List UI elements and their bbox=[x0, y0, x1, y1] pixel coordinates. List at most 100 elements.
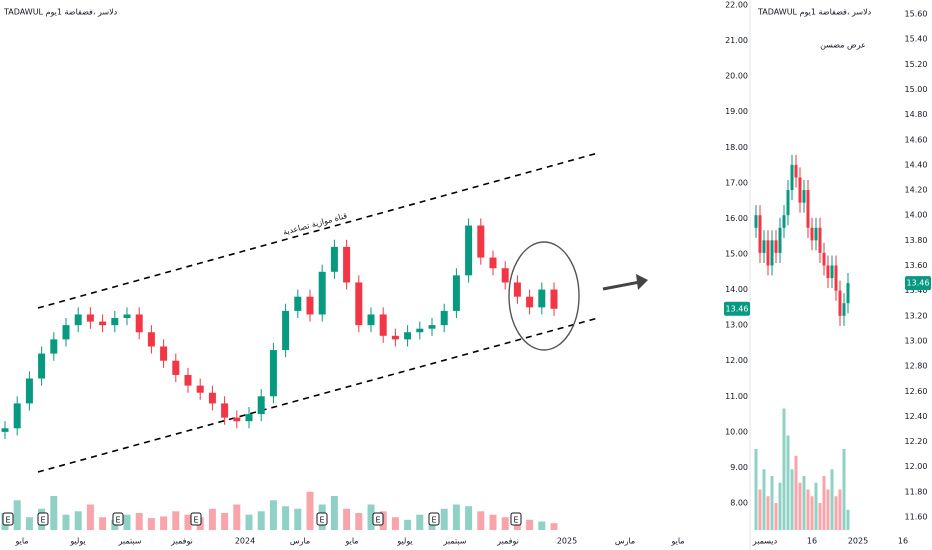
x-tick-label: نوفمبر bbox=[170, 537, 193, 546]
y-tick-label: 12.20 bbox=[905, 437, 928, 446]
volume-bar bbox=[86, 504, 94, 530]
y-tick-label: 15.20 bbox=[905, 60, 928, 69]
candle-body bbox=[806, 190, 810, 228]
y-tick-label: 14.00 bbox=[905, 211, 928, 220]
price-tag bbox=[905, 276, 931, 291]
y-tick-label: 11.80 bbox=[905, 487, 928, 496]
y-tick-label: 14.80 bbox=[905, 110, 928, 119]
volume-bar bbox=[245, 514, 253, 530]
volume-bar bbox=[135, 513, 143, 530]
candle-body bbox=[25, 378, 33, 404]
volume-bar bbox=[782, 408, 786, 530]
candle-body bbox=[830, 265, 834, 279]
candle-body bbox=[526, 296, 534, 308]
y-tick-label: 14.00 bbox=[725, 285, 748, 294]
earnings-label: E bbox=[319, 516, 324, 525]
volume-bar bbox=[282, 506, 290, 530]
candle-body bbox=[111, 318, 119, 326]
candle-body bbox=[343, 246, 351, 283]
volume-bar bbox=[269, 500, 277, 530]
volume-bar bbox=[404, 519, 412, 530]
candle-body bbox=[465, 225, 473, 276]
candle-body bbox=[538, 289, 546, 308]
volume-bar bbox=[798, 482, 802, 530]
volume-bar bbox=[355, 513, 363, 530]
candle-body bbox=[257, 396, 265, 415]
candle-body bbox=[428, 325, 436, 329]
earnings-marker bbox=[510, 512, 522, 526]
candle-body bbox=[355, 282, 363, 326]
volume-bar bbox=[766, 496, 770, 530]
volume-bar bbox=[257, 511, 265, 530]
arrow-head bbox=[636, 274, 648, 290]
price-tag-label: 13.46 bbox=[907, 279, 930, 288]
volume-bar bbox=[477, 511, 485, 530]
earnings-marker bbox=[316, 512, 328, 526]
candle-body bbox=[1, 428, 9, 432]
candle-body bbox=[74, 314, 82, 326]
price-tag bbox=[724, 301, 750, 316]
volume-bar bbox=[762, 469, 766, 530]
volume-bar bbox=[452, 504, 460, 530]
y-tick-label: 12.80 bbox=[905, 362, 928, 371]
candle-body bbox=[794, 164, 798, 178]
candle-body bbox=[790, 164, 794, 191]
x-tick-label: 16 bbox=[807, 537, 817, 546]
volume-bar bbox=[758, 489, 762, 530]
candle-body bbox=[123, 314, 131, 319]
candle-body bbox=[13, 403, 21, 429]
candle-body bbox=[172, 360, 180, 375]
volume-bar bbox=[842, 449, 846, 530]
volume-bar bbox=[343, 508, 351, 530]
x-tick-label: مايو bbox=[14, 537, 28, 546]
candle-body bbox=[477, 225, 485, 258]
candle-body bbox=[318, 271, 326, 315]
volume-bar bbox=[440, 508, 448, 530]
price-tag-label: 13.46 bbox=[726, 304, 749, 313]
volume-bar bbox=[814, 482, 818, 530]
y-tick-label: 14.40 bbox=[905, 160, 928, 169]
candle-body bbox=[846, 283, 850, 304]
candle-body bbox=[826, 265, 830, 279]
y-tick-label: 12.60 bbox=[905, 387, 928, 396]
volume-bar bbox=[294, 508, 302, 530]
candle-body bbox=[160, 346, 168, 361]
candle-body bbox=[842, 303, 846, 316]
volume-bar bbox=[818, 503, 822, 530]
candle-body bbox=[550, 289, 558, 309]
y-tick-label: 14.20 bbox=[905, 186, 928, 195]
volume-bar bbox=[172, 511, 180, 530]
volume-bar bbox=[233, 504, 241, 530]
earnings-label: E bbox=[513, 516, 518, 525]
y-tick-label: 13.80 bbox=[905, 236, 928, 245]
x-tick-label: مايو bbox=[670, 537, 684, 546]
y-tick-label: 10.00 bbox=[725, 427, 748, 436]
channel-lower bbox=[37, 317, 599, 473]
volume-bar bbox=[838, 489, 842, 530]
volume-bar bbox=[754, 449, 758, 530]
volume-bar bbox=[526, 519, 534, 530]
candle-body bbox=[440, 310, 448, 326]
x-tick-label: مايو bbox=[344, 537, 358, 546]
y-tick-label: 8.00 bbox=[730, 499, 748, 508]
volume-bar bbox=[367, 504, 375, 530]
channel-upper bbox=[37, 152, 599, 309]
candle-body bbox=[513, 282, 521, 297]
highlight-circle bbox=[508, 241, 580, 351]
y-tick-label: 15.40 bbox=[905, 35, 928, 44]
earnings-label: E bbox=[40, 516, 45, 525]
volume-bar bbox=[794, 455, 798, 530]
x-tick-label: نوفمبر bbox=[496, 537, 519, 546]
candle-body bbox=[391, 335, 399, 340]
candle-body bbox=[489, 257, 497, 269]
volume-bar bbox=[330, 496, 338, 530]
y-tick-label: 11.00 bbox=[725, 392, 748, 401]
candle-body bbox=[770, 240, 774, 266]
volume-bar bbox=[160, 516, 168, 530]
earnings-marker bbox=[190, 512, 202, 526]
volume-bar bbox=[770, 476, 774, 530]
y-tick-label: 13.20 bbox=[905, 311, 928, 320]
candle-body bbox=[834, 265, 838, 291]
candle-body bbox=[135, 314, 143, 333]
x-tick-label: ديسمبر bbox=[752, 537, 778, 546]
